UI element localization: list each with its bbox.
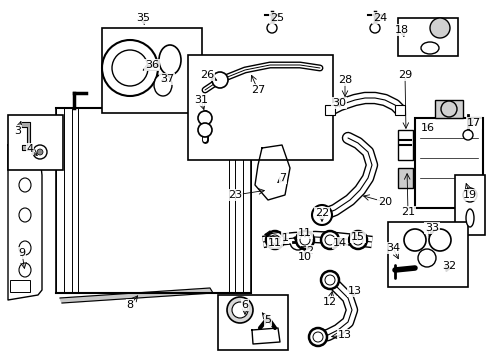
Circle shape (352, 235, 362, 245)
Circle shape (428, 229, 450, 251)
Ellipse shape (159, 45, 181, 75)
Circle shape (403, 229, 425, 251)
Circle shape (37, 149, 43, 155)
Text: 25: 25 (269, 13, 284, 23)
Circle shape (102, 40, 158, 96)
Ellipse shape (19, 178, 31, 192)
Text: 2: 2 (306, 246, 313, 256)
Circle shape (417, 249, 435, 267)
Bar (454, 175, 484, 235)
Text: 7: 7 (279, 173, 286, 183)
Circle shape (320, 231, 338, 249)
Text: 36: 36 (145, 60, 159, 70)
Bar (325, 105, 334, 115)
Text: 37: 37 (160, 74, 174, 84)
Circle shape (369, 23, 379, 33)
Circle shape (308, 328, 326, 346)
Text: 6: 6 (241, 300, 248, 310)
Bar (394, 105, 404, 115)
Text: 26: 26 (200, 70, 214, 80)
Circle shape (325, 275, 334, 285)
Circle shape (295, 231, 313, 249)
Bar (8, 115, 63, 170)
Text: 12: 12 (322, 297, 336, 307)
Circle shape (33, 145, 47, 159)
Ellipse shape (19, 208, 31, 222)
Bar (397, 168, 412, 188)
Text: 27: 27 (250, 85, 264, 95)
Circle shape (348, 231, 366, 249)
Polygon shape (254, 145, 289, 200)
Bar (397, 18, 457, 56)
Text: 13: 13 (347, 286, 361, 296)
Circle shape (325, 235, 334, 245)
Text: 20: 20 (377, 197, 391, 207)
Text: 13: 13 (337, 330, 351, 340)
Text: 34: 34 (385, 243, 399, 253)
Text: 16: 16 (420, 123, 434, 133)
Polygon shape (60, 288, 213, 303)
Ellipse shape (19, 263, 31, 277)
Bar (218, 295, 287, 350)
Text: 29: 29 (397, 70, 411, 80)
Circle shape (265, 231, 284, 249)
Polygon shape (251, 328, 280, 344)
Ellipse shape (462, 188, 476, 202)
Text: 23: 23 (227, 190, 242, 200)
Ellipse shape (154, 74, 172, 96)
Circle shape (212, 72, 227, 88)
Bar (434, 100, 462, 118)
Text: 15: 15 (350, 232, 364, 242)
Circle shape (312, 332, 323, 342)
Text: 32: 32 (441, 261, 455, 271)
Circle shape (198, 111, 212, 125)
Bar (10, 280, 30, 292)
Circle shape (198, 123, 212, 137)
Circle shape (462, 130, 472, 140)
Circle shape (269, 235, 280, 245)
Text: 33: 33 (424, 223, 438, 233)
Circle shape (289, 234, 305, 250)
Bar (187, 55, 332, 160)
Bar (102, 28, 202, 113)
Text: 5: 5 (264, 315, 271, 325)
Bar (397, 130, 412, 160)
Text: 17: 17 (466, 118, 480, 128)
Circle shape (266, 23, 276, 33)
Text: 4: 4 (26, 144, 34, 154)
Text: 9: 9 (19, 248, 25, 258)
Circle shape (231, 302, 247, 318)
Text: 18: 18 (394, 25, 408, 35)
Ellipse shape (465, 209, 473, 227)
Ellipse shape (19, 241, 31, 255)
Text: 22: 22 (314, 208, 328, 218)
Text: 35: 35 (136, 13, 150, 23)
Polygon shape (8, 140, 42, 300)
Bar (56, 108, 250, 293)
Bar (414, 118, 482, 208)
Bar (387, 222, 467, 287)
Text: 24: 24 (372, 13, 386, 23)
Circle shape (299, 235, 309, 245)
Text: 28: 28 (337, 75, 351, 85)
Polygon shape (22, 122, 30, 150)
Ellipse shape (420, 42, 438, 54)
Circle shape (440, 101, 456, 117)
Text: 11: 11 (267, 238, 282, 248)
Text: 3: 3 (15, 126, 21, 136)
Circle shape (429, 18, 449, 38)
Circle shape (311, 205, 331, 225)
Circle shape (320, 271, 338, 289)
Text: 30: 30 (331, 98, 346, 108)
Text: 21: 21 (400, 207, 414, 217)
Circle shape (112, 50, 148, 86)
Circle shape (226, 297, 252, 323)
Text: 14: 14 (332, 238, 346, 248)
Text: 1: 1 (281, 233, 288, 243)
Text: 8: 8 (126, 300, 133, 310)
Text: 10: 10 (297, 252, 311, 262)
Text: 11: 11 (297, 228, 311, 238)
Text: 19: 19 (462, 190, 476, 200)
Text: 31: 31 (194, 95, 207, 105)
